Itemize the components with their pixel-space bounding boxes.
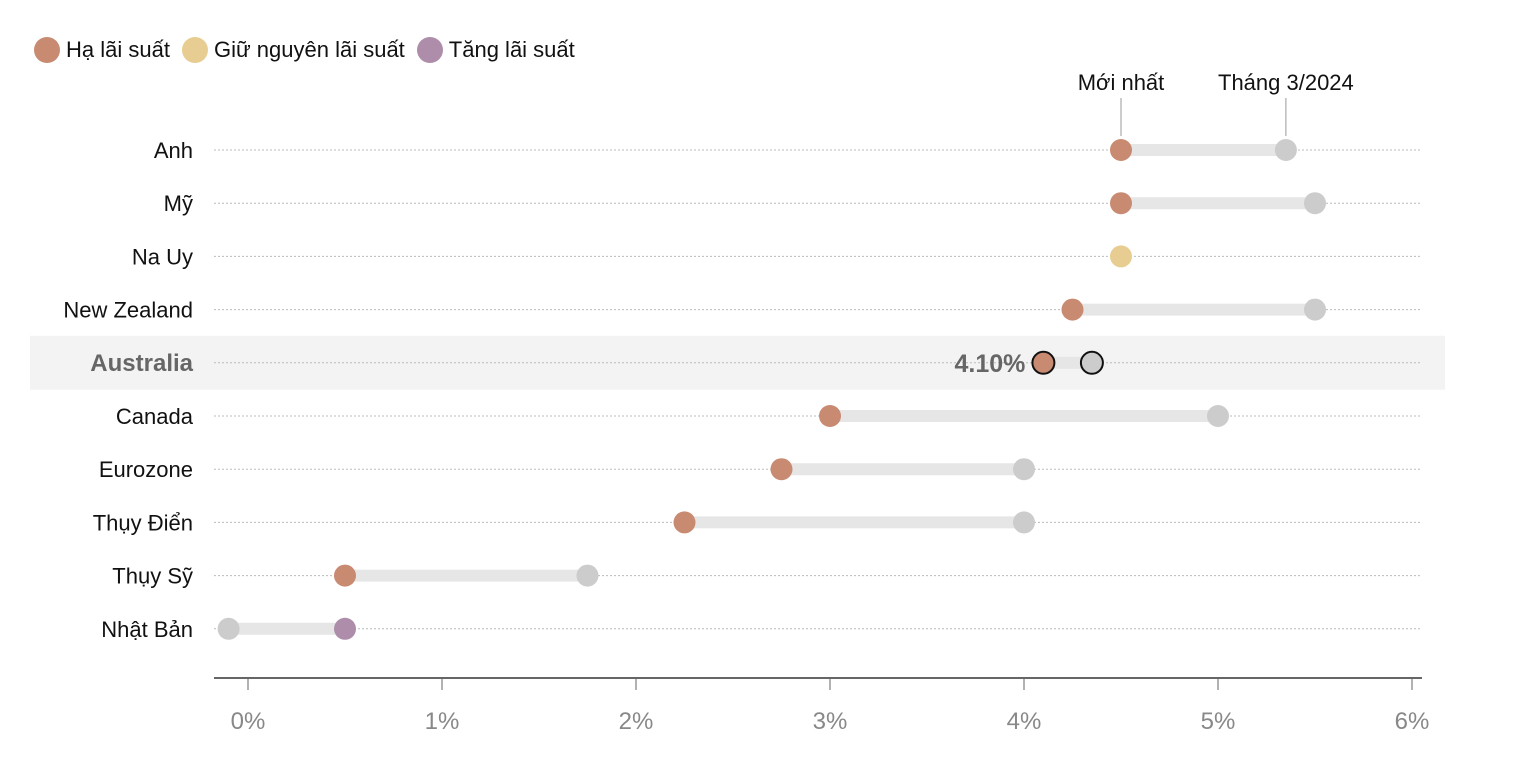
dot-latest-my	[1110, 192, 1132, 215]
dot-latest-canada	[819, 405, 841, 427]
dot-latest-thuy-dien	[673, 511, 696, 534]
country-label-canada: Canada	[116, 404, 194, 429]
country-label-new-zealand: New Zealand	[63, 298, 193, 323]
country-label-thuy-dien: Thụy Điển	[93, 510, 193, 535]
x-tick-label-5: 5%	[1201, 708, 1236, 735]
dot-previous-australia	[1079, 350, 1104, 375]
value-label-australia: 4.10%	[955, 350, 1026, 378]
legend-label-cut: Hạ lãi suất	[66, 37, 170, 62]
dot-previous-canada	[1207, 405, 1229, 427]
dot-latest-new-zealand	[1061, 298, 1084, 321]
dot-latest-australia	[1031, 350, 1056, 375]
x-tick-label-1: 1%	[425, 708, 460, 735]
legend-label-hike: Tăng lãi suất	[448, 37, 575, 62]
x-tick-label-3: 3%	[813, 708, 848, 735]
legend-swatch-hike	[416, 37, 443, 63]
dot-latest-eurozone	[770, 458, 793, 481]
country-label-nhat-ban: Nhật Bản	[101, 617, 193, 642]
legend-swatch-hold	[181, 37, 208, 63]
dot-previous-eurozone	[1013, 458, 1035, 481]
x-tick-label-6: 6%	[1395, 708, 1430, 735]
dot-previous-my	[1304, 192, 1326, 215]
dot-latest-na-uy	[1110, 245, 1132, 268]
dot-previous-anh	[1274, 139, 1297, 161]
country-label-eurozone: Eurozone	[99, 457, 193, 482]
x-tick-label-2: 2%	[619, 708, 654, 735]
highlight-band-australia	[30, 335, 1445, 390]
country-label-na-uy: Na Uy	[132, 244, 193, 269]
x-tick-label-4: 4%	[1007, 708, 1042, 735]
country-label-australia: Australia	[90, 350, 193, 377]
annotation-previous: Tháng 3/2024	[1218, 70, 1354, 95]
dot-previous-thuy-dien	[1013, 511, 1035, 534]
annotation-latest: Mới nhất	[1078, 70, 1165, 95]
dot-previous-nhat-ban	[217, 617, 240, 640]
legend-item-hike: Tăng lãi suất	[416, 37, 575, 63]
dot-latest-nhat-ban	[334, 617, 356, 640]
legend-item-cut: Hạ lãi suất	[34, 37, 170, 63]
legend-swatch-cut	[34, 37, 60, 63]
country-label-anh: Anh	[154, 138, 193, 163]
dot-latest-anh	[1110, 139, 1132, 161]
legend-item-hold: Giữ nguyên lãi suất	[181, 37, 405, 63]
country-label-my: Mỹ	[164, 191, 193, 216]
dot-previous-thuy-sy	[576, 564, 599, 587]
dot-previous-new-zealand	[1304, 298, 1326, 321]
country-label-thuy-sy: Thụy Sỹ	[112, 564, 193, 589]
x-tick-label-0: 0%	[231, 708, 266, 735]
dot-latest-thuy-sy	[334, 564, 356, 587]
legend: Hạ lãi suất Giữ nguyên lãi suất Tăng lãi…	[34, 37, 587, 63]
legend-label-hold: Giữ nguyên lãi suất	[213, 37, 405, 62]
